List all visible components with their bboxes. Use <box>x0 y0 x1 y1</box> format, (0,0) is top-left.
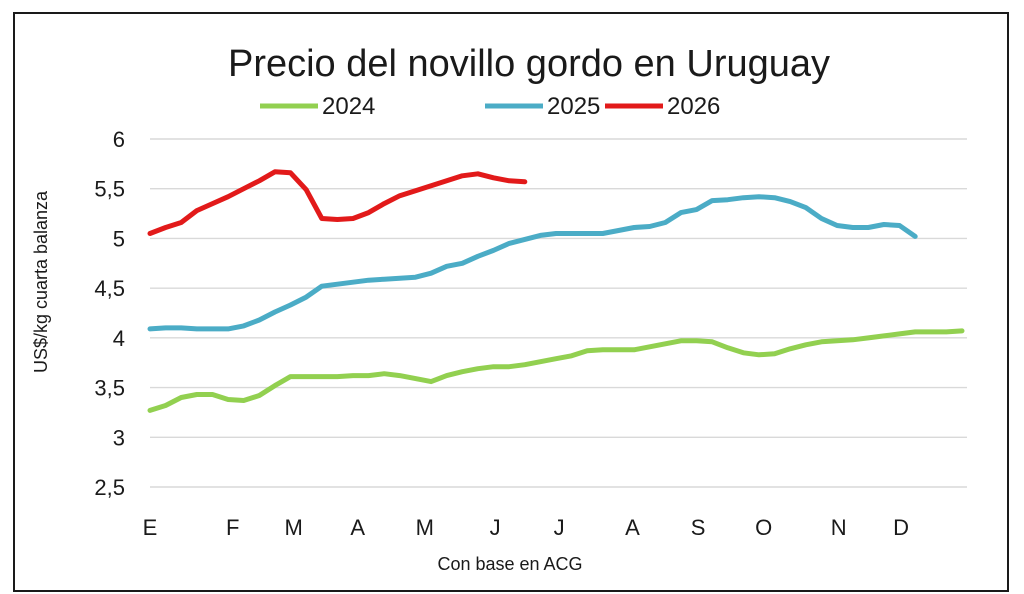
x-tick-label: J <box>490 515 501 540</box>
line-chart: Precio del novillo gordo en Uruguay 2024… <box>31 43 967 574</box>
chart-frame: Precio del novillo gordo en Uruguay 2024… <box>13 12 1009 592</box>
x-tick-label: E <box>143 515 158 540</box>
x-tick-label: M <box>284 515 302 540</box>
x-axis-label: Con base en ACG <box>437 554 582 574</box>
legend: 2024 2025 2026 <box>260 93 720 120</box>
x-tick-label: A <box>350 515 365 540</box>
y-tick-label: 4,5 <box>94 276 125 301</box>
series-line-2024 <box>147 328 965 413</box>
x-tick-label: M <box>416 515 434 540</box>
x-tick-label: O <box>755 515 772 540</box>
y-tick-label: 3,5 <box>94 376 125 401</box>
legend-label: 2026 <box>667 93 720 120</box>
y-tick-label: 5 <box>113 226 125 251</box>
x-tick-label: S <box>691 515 706 540</box>
x-tick-label: F <box>226 515 239 540</box>
y-tick-label: 2,5 <box>94 475 125 500</box>
y-tick-label: 3 <box>113 425 125 450</box>
legend-label: 2025 <box>547 93 600 120</box>
legend-label: 2024 <box>322 93 375 120</box>
series-lines <box>147 169 965 413</box>
x-tick-label: N <box>831 515 847 540</box>
x-tick-label: A <box>625 515 640 540</box>
y-axis-label: US$/kg cuarta balanza <box>31 190 51 373</box>
chart-title: Precio del novillo gordo en Uruguay <box>228 43 830 85</box>
y-tick-label: 4 <box>113 326 125 351</box>
x-tick-label: J <box>554 515 565 540</box>
gridlines <box>150 138 967 488</box>
series-line-2025 <box>147 194 918 332</box>
x-tick-label: D <box>893 515 909 540</box>
series-line-2026 <box>147 169 528 236</box>
y-tick-label: 5,5 <box>94 177 125 202</box>
y-tick-label: 6 <box>113 127 125 152</box>
y-axis-ticks: 2,5 3 3,5 4 4,5 5 5,5 6 <box>94 127 125 500</box>
